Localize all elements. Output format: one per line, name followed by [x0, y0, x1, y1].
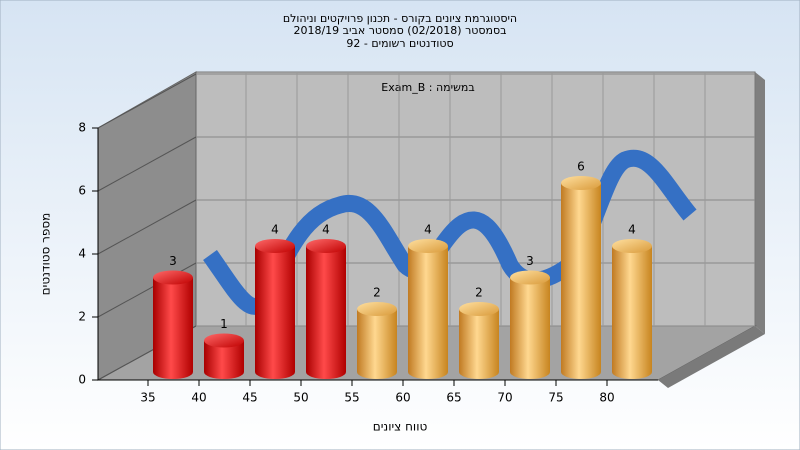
- bar-top: [153, 270, 193, 285]
- bar: [306, 239, 346, 379]
- value-label: 3: [169, 254, 177, 268]
- value-label: 3: [526, 254, 534, 268]
- x-tick-label: 65: [446, 391, 461, 405]
- floor-shadow: [658, 326, 765, 388]
- value-label: 1: [220, 317, 228, 331]
- y-tick-label: 4: [78, 247, 86, 261]
- x-tick-label: 55: [344, 391, 359, 405]
- bar-body: [153, 277, 193, 372]
- grid-line: [97, 73, 197, 129]
- bar-body: [459, 309, 499, 372]
- x-tick-label: 45: [242, 391, 257, 405]
- x-tick-label: 40: [191, 391, 206, 405]
- grid-line: [97, 136, 197, 192]
- value-label: 4: [424, 223, 432, 237]
- x-tick-label: 60: [395, 391, 410, 405]
- value-label: 4: [628, 223, 636, 237]
- bar-top: [459, 302, 499, 316]
- value-label: 2: [373, 286, 381, 300]
- annotation: Exam_B : במשימה: [381, 81, 474, 94]
- bar: [408, 239, 448, 379]
- value-label: 4: [271, 223, 279, 237]
- x-tick-label: 70: [497, 391, 512, 405]
- x-tick-label: 35: [140, 391, 155, 405]
- x-tick-label: 80: [599, 391, 614, 405]
- chart-subtitle: סטודנטים רשומים - 92: [346, 37, 453, 50]
- value-label: 6: [577, 160, 585, 174]
- bar: [153, 270, 193, 379]
- x-tick-label: 50: [293, 391, 308, 405]
- y-tick-label: 6: [78, 184, 86, 198]
- bar-top: [612, 239, 652, 253]
- bar-body: [306, 246, 346, 372]
- bar-top: [306, 239, 346, 253]
- chart-subtitle: בסמסטר (02/2018) סמסטר אביב 2018/19: [293, 24, 506, 37]
- grid-line: [97, 199, 197, 255]
- x-tick-label: 75: [548, 391, 563, 405]
- y-tick-label: 2: [78, 310, 86, 324]
- value-label: 2: [475, 286, 483, 300]
- value-label: 4: [322, 223, 330, 237]
- bar: [204, 333, 244, 379]
- y-axis-title: מספר סטודנטים: [39, 213, 53, 296]
- bar-top: [255, 239, 295, 253]
- chart-title: היסטוגרמת ציונים בקורס - תכנון פרויקטים …: [283, 12, 517, 25]
- bar-body: [255, 246, 295, 372]
- y-tick-label: 0: [78, 373, 86, 387]
- bar-top: [561, 176, 601, 190]
- bar: [357, 302, 397, 379]
- y-tick-label: 8: [78, 121, 86, 135]
- wall-shadow: [755, 72, 765, 334]
- bar-body: [408, 246, 448, 372]
- bar-body: [357, 309, 397, 372]
- bar: [612, 239, 652, 379]
- bar-top: [357, 302, 397, 316]
- bar-top: [510, 270, 550, 285]
- bar: [459, 302, 499, 379]
- bar-top: [204, 333, 244, 348]
- x-axis-title: טווח ציונים: [373, 420, 428, 434]
- bar-top: [408, 239, 448, 253]
- bar-body: [561, 183, 601, 372]
- bar: [255, 239, 295, 379]
- bar: [561, 176, 601, 379]
- bar-body: [612, 246, 652, 372]
- bar: [510, 270, 550, 379]
- bar-body: [510, 277, 550, 372]
